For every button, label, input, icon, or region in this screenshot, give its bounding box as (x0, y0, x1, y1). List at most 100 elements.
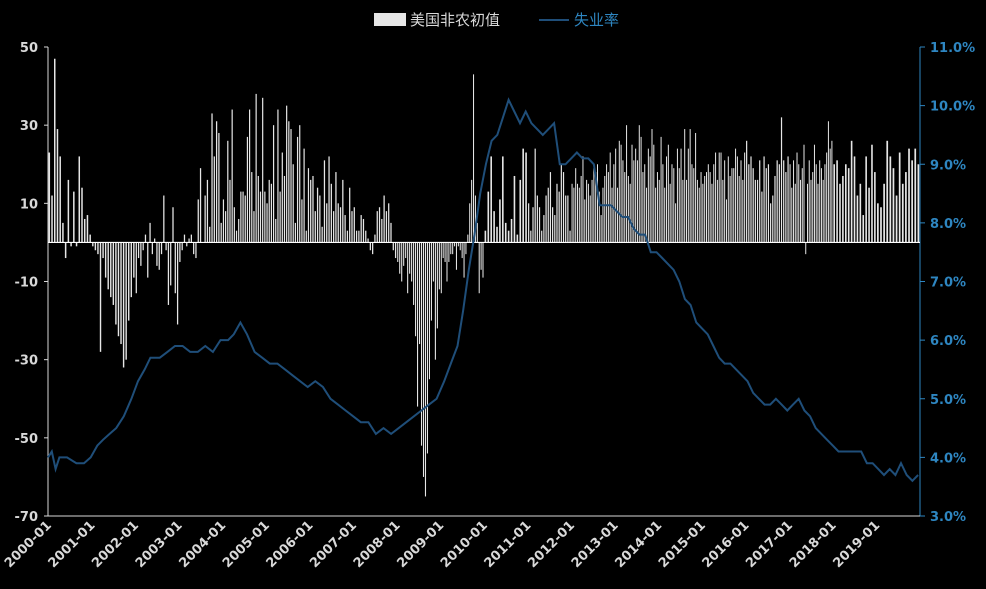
payroll-bar (577, 183, 579, 243)
payroll-bar (622, 160, 624, 243)
payroll-bar (374, 234, 376, 243)
payroll-bar (651, 129, 653, 243)
payroll-bar (729, 175, 731, 243)
payroll-bar (684, 129, 686, 243)
payroll-bar (765, 168, 767, 243)
payroll-bar (112, 242, 115, 305)
payroll-bar (409, 242, 411, 274)
payroll-bar (407, 242, 409, 294)
payroll-bar (415, 242, 417, 337)
legend-line-label: 失业率 (574, 11, 619, 29)
payroll-bar (358, 230, 360, 243)
payroll-bar (874, 172, 876, 243)
payroll-bar (895, 195, 898, 243)
payroll-bar (156, 242, 158, 266)
payroll-bar (381, 218, 383, 243)
payroll-bar (707, 164, 709, 243)
payroll-bar (452, 242, 454, 255)
payroll-bar (655, 187, 657, 243)
x-tick-label: 2000-01 (2, 518, 55, 571)
payroll-bar (635, 148, 637, 243)
payroll-bar (682, 179, 684, 243)
left-tick-label: -50 (15, 432, 39, 447)
payroll-bar (678, 168, 680, 243)
payroll-bar (718, 152, 720, 243)
payroll-bar (461, 242, 463, 259)
payroll-bar (281, 152, 283, 243)
payroll-bar (417, 242, 419, 407)
payroll-bar (801, 168, 803, 243)
payroll-bar (454, 242, 456, 247)
payroll-bar (231, 109, 233, 243)
payroll-bar (310, 179, 312, 243)
payroll-bar (209, 226, 211, 243)
payroll-bar (167, 242, 170, 305)
payroll-bar (397, 242, 399, 262)
payroll-bar (746, 140, 748, 243)
payroll-bar (571, 183, 573, 243)
payroll-bar (186, 242, 188, 247)
payroll-bar (279, 191, 281, 243)
x-tick-label: 2015-01 (656, 518, 709, 571)
payroll-bar (457, 242, 459, 247)
payroll-bar (649, 156, 651, 243)
payroll-bar (251, 172, 253, 243)
payroll-bar (301, 199, 303, 243)
payroll-bar (532, 207, 534, 243)
payroll-bar (204, 195, 206, 243)
payroll-bar (440, 242, 442, 294)
payroll-bar (290, 129, 292, 243)
payroll-bar (367, 238, 369, 243)
payroll-bar (240, 191, 242, 243)
payroll-bar (627, 175, 629, 243)
payroll-bar (510, 218, 513, 243)
payroll-bar (330, 183, 332, 243)
payroll-bar (272, 125, 275, 243)
payroll-bar (344, 215, 346, 243)
payroll-bar (222, 199, 225, 243)
payroll-bar (383, 195, 385, 243)
payroll-bar (556, 183, 558, 243)
payroll-bar (871, 144, 873, 243)
payroll-bar (656, 172, 658, 243)
payroll-bar (436, 242, 438, 329)
payroll-bar (507, 230, 510, 243)
payroll-bar (731, 168, 733, 243)
payroll-bar (798, 164, 800, 243)
payroll-bar (450, 242, 452, 255)
payroll-bar (137, 242, 140, 259)
payroll-bar (73, 191, 75, 243)
payroll-bar (789, 164, 791, 243)
payroll-bar (130, 242, 132, 298)
payroll-bar (776, 160, 778, 243)
payroll-bar (211, 113, 213, 243)
payroll-bar (842, 175, 844, 243)
payroll-bar (573, 187, 575, 243)
payroll-bar (667, 144, 669, 243)
x-tick-label: 2008-01 (351, 518, 404, 571)
payroll-bar (244, 195, 246, 243)
payroll-bar (780, 117, 783, 243)
payroll-bar (478, 242, 480, 294)
payroll-bar (808, 160, 810, 243)
payroll-bar (242, 191, 244, 243)
payroll-bar (446, 242, 448, 282)
payroll-bar (706, 172, 707, 243)
payroll-bar (673, 168, 675, 243)
payroll-bar (750, 156, 752, 243)
payroll-bar (552, 207, 554, 243)
payroll-bar (662, 164, 664, 243)
payroll-bar (822, 179, 824, 243)
payroll-bar (666, 156, 668, 243)
payroll-bar (428, 242, 430, 380)
payroll-bar (791, 187, 793, 243)
payroll-bar (715, 152, 717, 243)
payroll-bar (463, 242, 465, 278)
payroll-bar (122, 242, 125, 368)
payroll-bar (580, 175, 582, 243)
payroll-bar (255, 93, 257, 243)
payroll-bar (787, 156, 789, 243)
payroll-bar (629, 183, 631, 243)
payroll-bar (235, 230, 238, 243)
payroll-bar (554, 215, 556, 243)
